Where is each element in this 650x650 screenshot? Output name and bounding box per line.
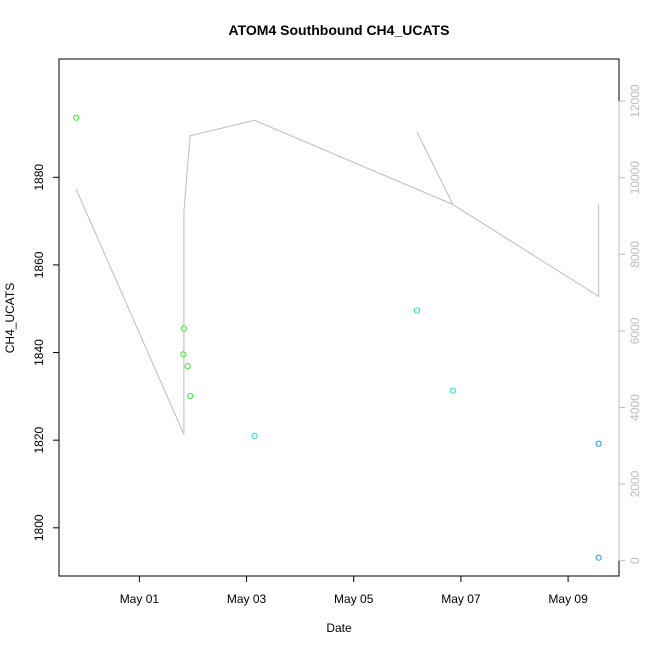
x-tick-label: May 01 — [120, 592, 160, 606]
altitude-line — [76, 120, 599, 434]
y-axis-label: CH4_UCATS — [3, 283, 17, 353]
data-point — [185, 364, 190, 369]
y2-tick-label: 10000 — [628, 161, 642, 195]
y-tick-label: 1800 — [32, 514, 46, 541]
y-tick-label: 1880 — [32, 164, 46, 191]
y2-tick-label: 4000 — [628, 394, 642, 421]
x-tick-label: May 07 — [441, 592, 481, 606]
x-axis-label: Date — [326, 621, 352, 635]
points-layer — [74, 115, 602, 560]
y-tick-label: 1860 — [32, 251, 46, 278]
y2-tick-label: 0 — [628, 557, 642, 564]
data-point — [596, 441, 601, 446]
plot-frame — [59, 59, 619, 576]
x-tick-label: May 05 — [334, 592, 374, 606]
data-point — [414, 308, 419, 313]
y-tick-label: 1820 — [32, 427, 46, 454]
data-point — [181, 352, 186, 357]
altitude-line-layer — [76, 120, 599, 434]
axes-layer: May 01 May 03 May 05 May 07 May 09 1800 1820 18… — [32, 84, 642, 606]
y2-tick-label: 8000 — [628, 241, 642, 268]
data-point — [450, 388, 455, 393]
x-tick-label: May 03 — [227, 592, 267, 606]
chart-title: ATOM4 Southbound CH4_UCATS — [229, 22, 450, 38]
data-point — [596, 555, 601, 560]
y2-tick-label: 6000 — [628, 317, 642, 344]
y-tick-label: 1840 — [32, 339, 46, 366]
data-point — [74, 115, 79, 120]
x-tick-label: May 09 — [548, 592, 588, 606]
data-point — [252, 433, 257, 438]
data-point — [188, 393, 193, 398]
y2-tick-label: 12000 — [628, 84, 642, 118]
y2-tick-label: 2000 — [628, 470, 642, 497]
